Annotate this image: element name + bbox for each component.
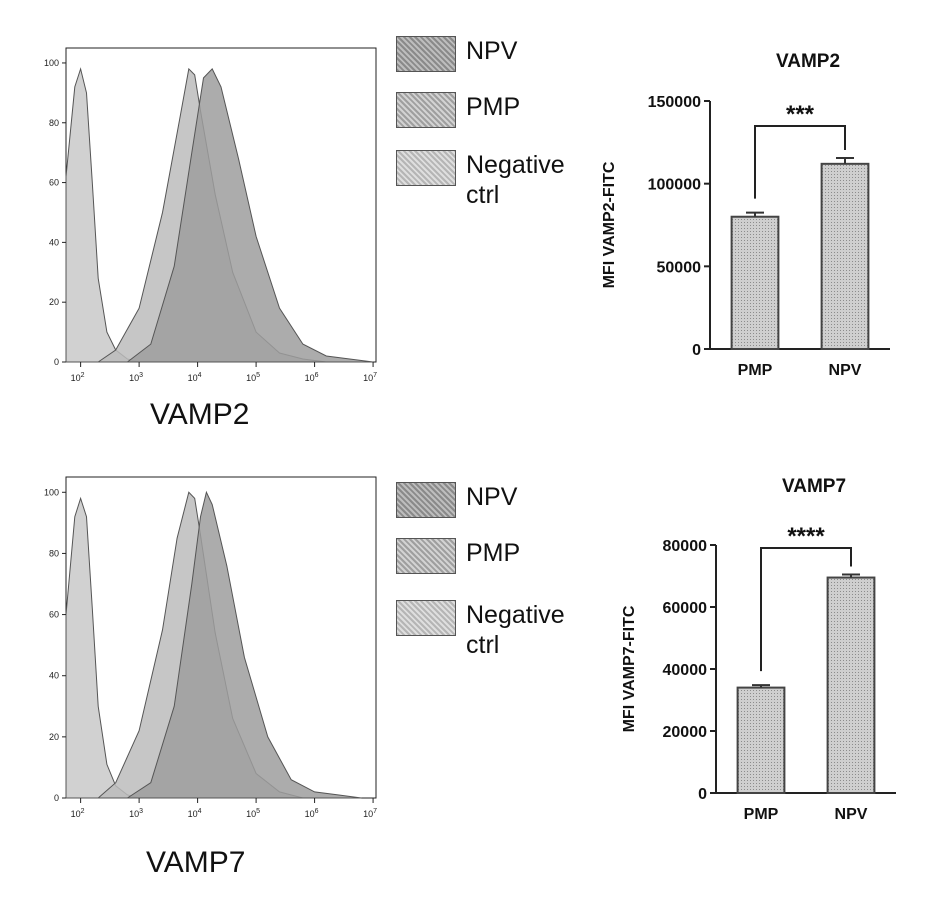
- vamp2-legend: NPV PMP Negative ctrl: [396, 36, 596, 216]
- x-tick-label: PMP: [738, 362, 773, 379]
- x-tick-label: 103: [129, 808, 143, 819]
- y-tick-label: 80000: [663, 538, 708, 555]
- significance-label: ****: [787, 523, 825, 550]
- vamp7-legend: NPV PMP Negative ctrl: [396, 482, 596, 672]
- y-tick-label: 20000: [663, 724, 708, 741]
- y-tick-label: 80: [49, 548, 59, 558]
- y-tick-label: 0: [54, 357, 59, 367]
- y-axis-label: MFI VAMP7-FITC: [621, 605, 638, 732]
- y-tick-label: 0: [692, 342, 701, 359]
- x-tick-label: 104: [188, 372, 202, 383]
- vamp2-histogram-xlabel: VAMP2: [150, 398, 249, 432]
- legend-label-ctrl: ctrl: [466, 630, 586, 660]
- y-tick-label: 150000: [648, 94, 701, 111]
- legend-label-pmp: PMP: [466, 92, 586, 122]
- x-tick-label: 107: [363, 372, 377, 383]
- legend-swatch-pmp: [396, 92, 456, 128]
- x-tick-label: 102: [71, 808, 85, 819]
- legend-label-negative-ctrl: Negative ctrl: [466, 600, 586, 660]
- y-tick-label: 60: [49, 610, 59, 620]
- y-tick-label: 80: [49, 118, 59, 128]
- y-axis-label: MFI VAMP2-FITC: [601, 161, 618, 288]
- legend-label-negative: Negative: [466, 150, 586, 180]
- legend-swatch-negative-ctrl: [396, 600, 456, 636]
- bar-pmp: [738, 688, 785, 793]
- x-tick-label: 106: [305, 372, 319, 383]
- y-tick-label: 60: [49, 178, 59, 188]
- legend-label-npv: NPV: [466, 482, 586, 512]
- legend-label-npv: NPV: [466, 36, 586, 66]
- y-tick-label: 100: [44, 487, 59, 497]
- x-tick-label: 107: [363, 808, 377, 819]
- x-tick-label: 105: [246, 808, 260, 819]
- legend-swatch-pmp: [396, 538, 456, 574]
- vamp7-bar-chart: VAMP7 0 20000 40000 60000 80000 MFI VAMP7-FITC…: [621, 476, 896, 823]
- x-tick-label: 106: [305, 808, 319, 819]
- y-tick-label: 100: [44, 58, 59, 68]
- bar-npv: [822, 164, 869, 349]
- legend-label-negative: Negative: [466, 600, 586, 630]
- y-tick-label: 50000: [657, 259, 702, 276]
- vamp7-histogram: 0 20 40 60 80 100 102 103 104 105 106 107: [44, 477, 377, 819]
- legend-label-pmp: PMP: [466, 538, 586, 568]
- legend-swatch-npv: [396, 36, 456, 72]
- legend-swatch-negative-ctrl: [396, 150, 456, 186]
- legend-label-negative-ctrl: Negative ctrl: [466, 150, 586, 210]
- bar-npv: [828, 578, 875, 793]
- chart-title: VAMP2: [776, 51, 840, 72]
- x-tick-label: NPV: [829, 362, 862, 379]
- x-tick-label: 105: [246, 372, 260, 383]
- x-tick-label: 104: [188, 808, 202, 819]
- x-tick-label: 102: [71, 372, 85, 383]
- x-tick-label: NPV: [835, 806, 868, 823]
- y-tick-label: 40: [49, 237, 59, 247]
- y-tick-label: 0: [698, 786, 707, 803]
- vamp2-histogram: 0 20 40 60 80 100 102 103 104 105 106 107: [44, 48, 377, 383]
- y-tick-label: 40000: [663, 662, 708, 679]
- legend-label-ctrl: ctrl: [466, 180, 586, 210]
- vamp7-histogram-xlabel: VAMP7: [146, 846, 245, 880]
- y-tick-label: 0: [54, 793, 59, 803]
- legend-swatch-npv: [396, 482, 456, 518]
- y-tick-label: 60000: [663, 600, 708, 617]
- y-tick-label: 20: [49, 732, 59, 742]
- x-tick-label: PMP: [744, 806, 779, 823]
- y-tick-label: 20: [49, 297, 59, 307]
- y-tick-label: 40: [49, 671, 59, 681]
- bar-pmp: [732, 217, 779, 349]
- vamp2-bar-chart: VAMP2 0 50000 100000 150000 MFI VAMP2-FITC PMP…: [601, 51, 890, 379]
- x-tick-label: 103: [129, 372, 143, 383]
- y-tick-label: 100000: [648, 177, 701, 194]
- significance-label: ***: [786, 101, 815, 128]
- chart-title: VAMP7: [782, 476, 846, 497]
